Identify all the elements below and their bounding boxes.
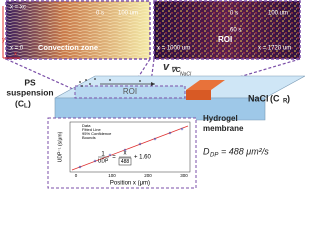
velocity-subsub: NaCl — [180, 71, 192, 77]
velocity-sub: ∇C — [171, 66, 182, 74]
reservoir-label: (C — [15, 98, 24, 108]
reservoir-label: (C — [270, 93, 280, 103]
x-axis-label: Position x (μm) — [110, 181, 150, 187]
plot-area — [69, 121, 191, 173]
left-frame — [5, 0, 151, 60]
label: 0 s — [230, 11, 238, 17]
reservoir-label: ) — [28, 98, 31, 108]
result: = 488 μm²/s — [221, 146, 269, 156]
membrane — [186, 80, 225, 90]
legend-item: Fitted Line — [82, 127, 101, 132]
roi-label: ROI — [123, 87, 137, 96]
equation: x — [124, 151, 127, 157]
equation: 1 — [101, 152, 105, 158]
x-tick-label: 300 — [180, 173, 188, 178]
highlight-box — [118, 157, 132, 166]
label: 100 um — [268, 11, 288, 17]
equation: 488 — [121, 159, 130, 165]
y-axis-label: UDP⁻¹ (s/μm) — [57, 131, 63, 162]
arrowhead — [151, 82, 155, 86]
membrane-label: membrane — [203, 124, 244, 133]
panel-title: Convection zone — [38, 43, 98, 52]
membrane-side — [186, 90, 211, 100]
data-points — [78, 127, 184, 169]
axis-label: y — [2, 38, 5, 44]
legend-item: 95% Confidence — [82, 131, 112, 136]
particles — [79, 78, 141, 87]
streaks — [6, 1, 150, 59]
right-frame — [153, 0, 301, 60]
label: x = xc — [10, 5, 26, 11]
equation: = — [112, 155, 116, 161]
panel-title: ROI — [218, 35, 232, 44]
velocity-symbol: v — [163, 61, 170, 73]
label: x = 1720 um — [258, 46, 291, 52]
label: x = 0 — [10, 46, 24, 52]
membrane-label: Hydrogel — [203, 114, 238, 123]
legend-item: Data — [82, 123, 91, 128]
label: x = 1000 um — [157, 46, 190, 52]
label: 100 um — [118, 11, 138, 17]
reservoir-label: ) — [287, 93, 290, 103]
axis-label: x — [14, 52, 17, 58]
fit-line — [71, 125, 189, 171]
label: 0 s — [96, 11, 104, 17]
reservoir-sub: L — [24, 104, 28, 110]
label: 60 s — [230, 28, 241, 34]
roi-box — [74, 85, 186, 99]
equation: + 1.60 — [134, 155, 152, 161]
result: D — [203, 146, 210, 156]
result-sub: DP — [210, 153, 218, 159]
legend-item: Bounds — [82, 135, 96, 140]
reservoir-label: suspension — [6, 87, 53, 97]
equation: UDP — [98, 158, 109, 164]
figure: y x x = xc 0 s 100 um x = 0 Convection z… — [2, 0, 305, 189]
particles — [154, 1, 300, 59]
x-tick-label: 0 — [75, 173, 78, 178]
reservoir-label: PS — [24, 77, 36, 87]
x-tick-label: 100 — [108, 173, 116, 178]
x-tick-label: 200 — [144, 173, 152, 178]
reservoir-label: NaCl — [248, 93, 269, 103]
reservoir-sub: R — [283, 99, 288, 105]
